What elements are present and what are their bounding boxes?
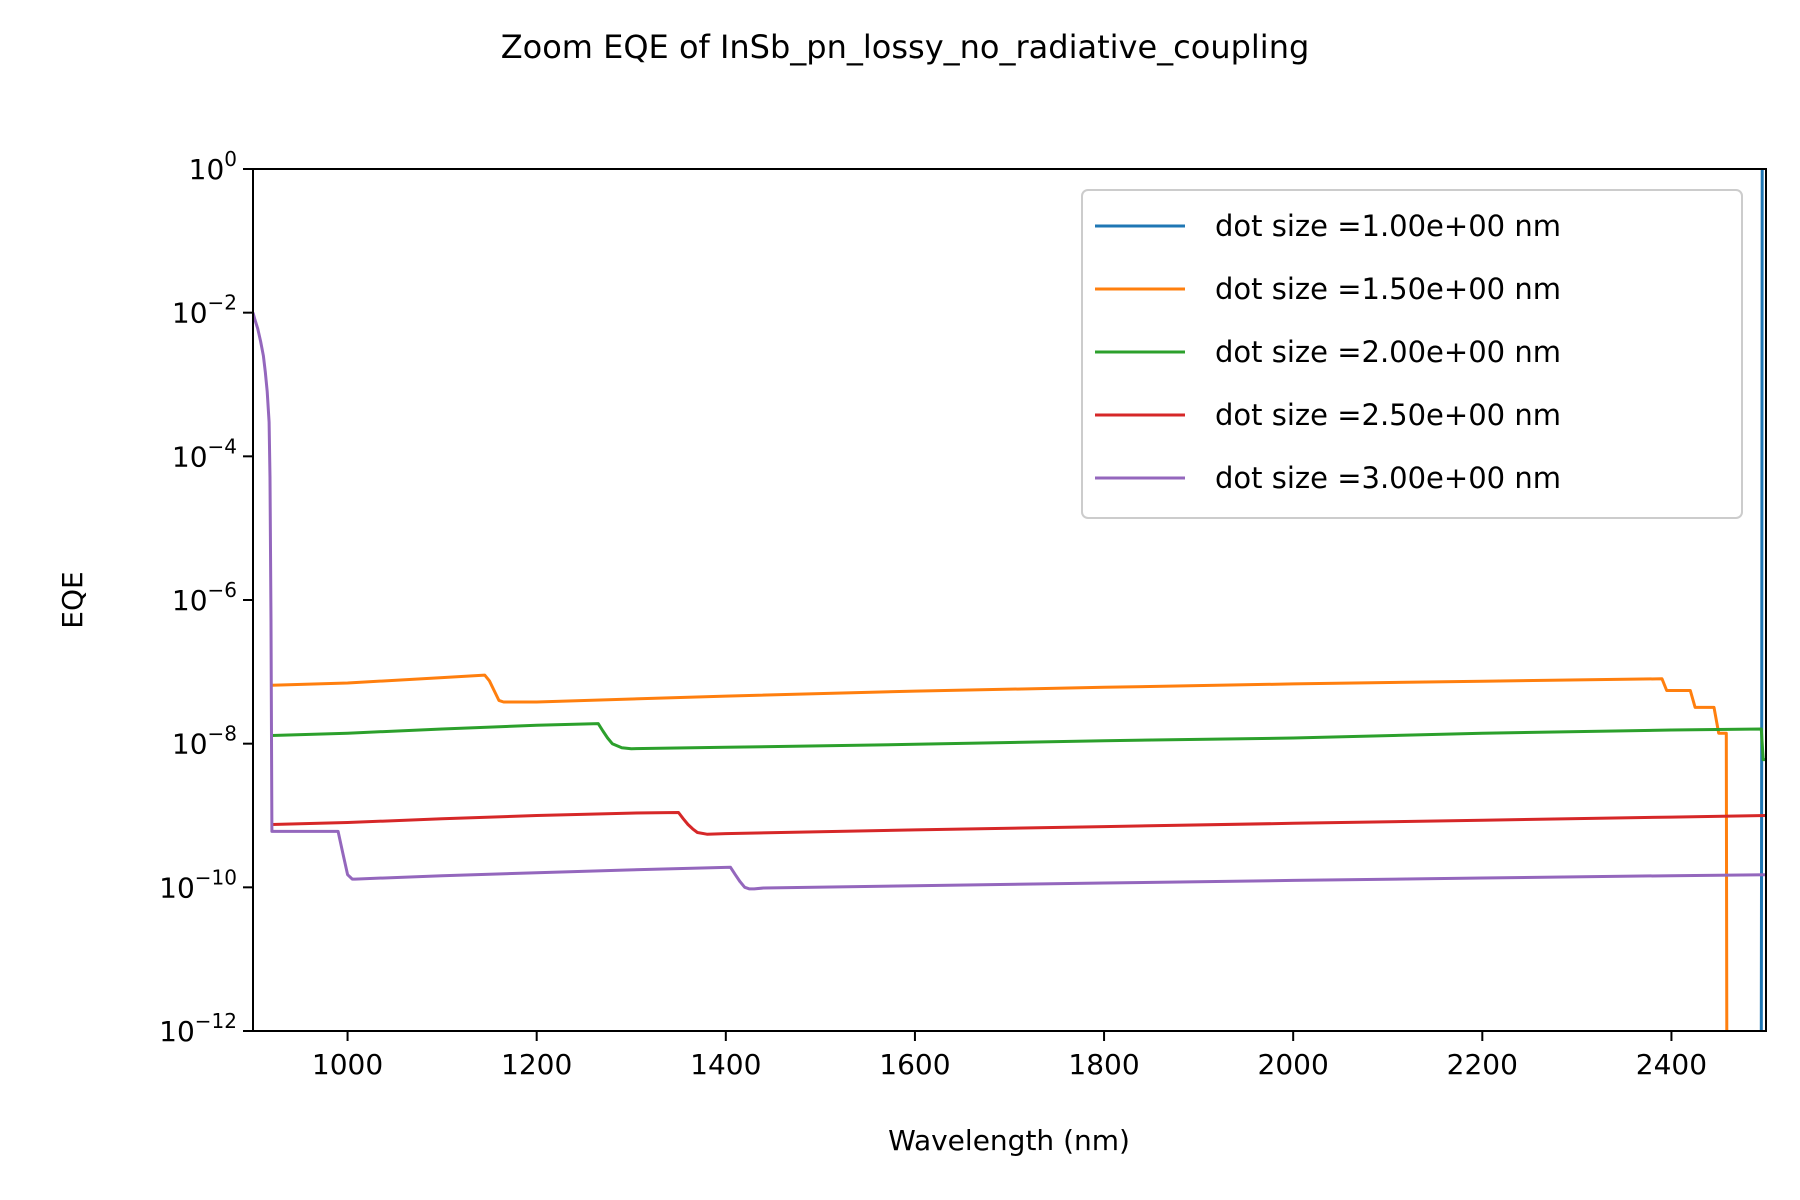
- x-tick-label: 1800: [1068, 1048, 1139, 1081]
- series-line-2: [271, 673, 1729, 1031]
- legend-label-5: dot size =3.00e+00 nm: [1215, 461, 1561, 495]
- x-axis: 1000 1200 1400 1600 1800 2000 2200 2400: [312, 1031, 1707, 1081]
- x-tick-label: 2200: [1447, 1048, 1518, 1081]
- x-tick-label: 2400: [1636, 1048, 1707, 1081]
- legend-box: [1081, 189, 1743, 519]
- x-tick-label: 1400: [690, 1048, 761, 1081]
- x-tick-label: 2000: [1258, 1048, 1329, 1081]
- y-axis: 10−12 10−10 10−8 10−6 10−4 10−2 100: [159, 147, 253, 1048]
- y-tick-label: 10−10: [159, 865, 237, 904]
- y-tick-label: 10−12: [159, 1009, 237, 1048]
- series-line-4: [271, 811, 1766, 836]
- y-axis-label: EQE: [56, 571, 89, 628]
- series-line-5: [253, 312, 1766, 891]
- y-tick-label: 10−6: [172, 578, 237, 617]
- x-axis-label: Wavelength (nm): [888, 1124, 1130, 1157]
- y-tick-label: 10−4: [172, 434, 237, 473]
- y-tick-label: 100: [189, 147, 237, 186]
- legend: dot size =1.00e+00 nm dot size =1.50e+00 …: [1081, 189, 1743, 519]
- legend-label-4: dot size =2.50e+00 nm: [1215, 398, 1561, 432]
- x-tick-label: 1200: [501, 1048, 572, 1081]
- series-layer: [253, 169, 1766, 1031]
- legend-label-2: dot size =1.50e+00 nm: [1215, 272, 1561, 306]
- y-tick-label: 10−2: [172, 291, 237, 330]
- y-tick-label: 10−8: [172, 722, 237, 761]
- legend-label-1: dot size =1.00e+00 nm: [1215, 209, 1561, 243]
- legend-label-3: dot size =2.00e+00 nm: [1215, 335, 1561, 369]
- x-tick-label: 1600: [879, 1048, 950, 1081]
- series-line-1: [1759, 169, 1764, 1031]
- x-tick-label: 1000: [312, 1048, 383, 1081]
- chart-title: Zoom EQE of InSb_pn_lossy_no_radiative_c…: [501, 28, 1310, 66]
- series-line-3: [271, 722, 1766, 762]
